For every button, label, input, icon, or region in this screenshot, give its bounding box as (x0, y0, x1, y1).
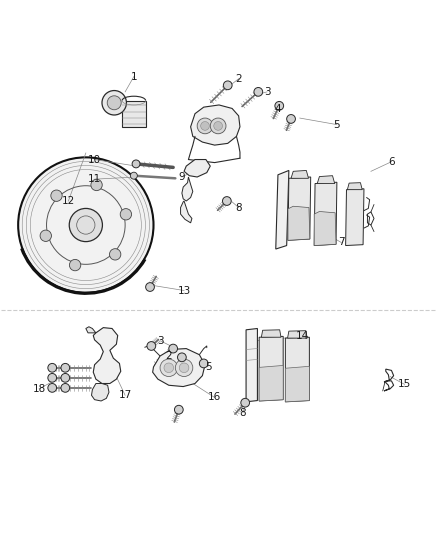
Text: 5: 5 (205, 362, 212, 372)
Polygon shape (317, 176, 335, 183)
Circle shape (199, 359, 208, 368)
Circle shape (275, 101, 284, 110)
Text: 6: 6 (388, 157, 395, 167)
Circle shape (174, 405, 183, 414)
Text: 14: 14 (295, 332, 309, 341)
Text: 5: 5 (334, 119, 340, 130)
Polygon shape (86, 327, 96, 333)
Text: 8: 8 (235, 203, 242, 213)
Polygon shape (92, 384, 109, 401)
Circle shape (179, 363, 189, 373)
Polygon shape (286, 366, 309, 402)
Circle shape (147, 342, 155, 350)
Polygon shape (314, 182, 337, 246)
Circle shape (40, 230, 51, 241)
Polygon shape (259, 366, 283, 401)
Circle shape (160, 359, 177, 376)
Polygon shape (286, 337, 309, 402)
Circle shape (287, 115, 295, 123)
Circle shape (48, 374, 57, 382)
Text: 3: 3 (157, 336, 163, 346)
Circle shape (61, 384, 70, 392)
Text: 3: 3 (264, 87, 270, 97)
Polygon shape (346, 189, 364, 246)
Polygon shape (246, 328, 258, 402)
Polygon shape (276, 171, 289, 249)
Text: 7: 7 (338, 238, 345, 247)
Text: 12: 12 (62, 196, 75, 206)
Text: 10: 10 (88, 155, 101, 165)
Circle shape (102, 91, 127, 115)
Polygon shape (180, 201, 192, 223)
Text: 15: 15 (398, 379, 411, 390)
Polygon shape (191, 105, 240, 145)
Text: 1: 1 (131, 71, 137, 82)
Circle shape (120, 208, 131, 220)
Polygon shape (259, 336, 283, 401)
Circle shape (197, 118, 213, 134)
Circle shape (61, 374, 70, 382)
Polygon shape (291, 171, 308, 179)
Circle shape (69, 260, 81, 271)
Circle shape (91, 179, 102, 191)
Circle shape (18, 157, 153, 293)
Polygon shape (288, 206, 310, 240)
Polygon shape (347, 183, 362, 190)
Circle shape (48, 364, 57, 372)
Circle shape (51, 190, 62, 201)
Text: 17: 17 (119, 390, 132, 400)
Text: 11: 11 (88, 174, 101, 184)
Polygon shape (314, 212, 336, 246)
Polygon shape (288, 330, 307, 338)
Circle shape (48, 384, 57, 392)
Circle shape (110, 249, 121, 260)
Circle shape (254, 87, 263, 96)
Circle shape (131, 172, 138, 179)
Circle shape (223, 197, 231, 205)
Circle shape (61, 364, 70, 372)
Text: 13: 13 (177, 286, 191, 295)
Text: 8: 8 (240, 408, 246, 418)
Circle shape (241, 398, 250, 407)
Circle shape (69, 208, 102, 241)
Circle shape (201, 122, 209, 130)
Text: 2: 2 (235, 74, 242, 84)
Polygon shape (93, 328, 121, 384)
Circle shape (146, 282, 154, 292)
Polygon shape (152, 349, 205, 386)
Polygon shape (182, 177, 193, 201)
Circle shape (107, 96, 121, 110)
Polygon shape (122, 101, 146, 127)
Circle shape (177, 353, 186, 362)
Polygon shape (261, 330, 281, 337)
Circle shape (132, 160, 140, 168)
Text: 9: 9 (179, 172, 185, 182)
Polygon shape (288, 177, 311, 240)
Text: 16: 16 (208, 392, 221, 402)
Polygon shape (184, 159, 210, 177)
Circle shape (169, 344, 177, 353)
Circle shape (214, 122, 223, 130)
Circle shape (210, 118, 226, 134)
Circle shape (175, 359, 193, 376)
Circle shape (223, 81, 232, 90)
Text: 4: 4 (275, 104, 281, 114)
Circle shape (164, 363, 173, 373)
Text: 18: 18 (32, 384, 46, 394)
Text: 2: 2 (166, 351, 172, 361)
